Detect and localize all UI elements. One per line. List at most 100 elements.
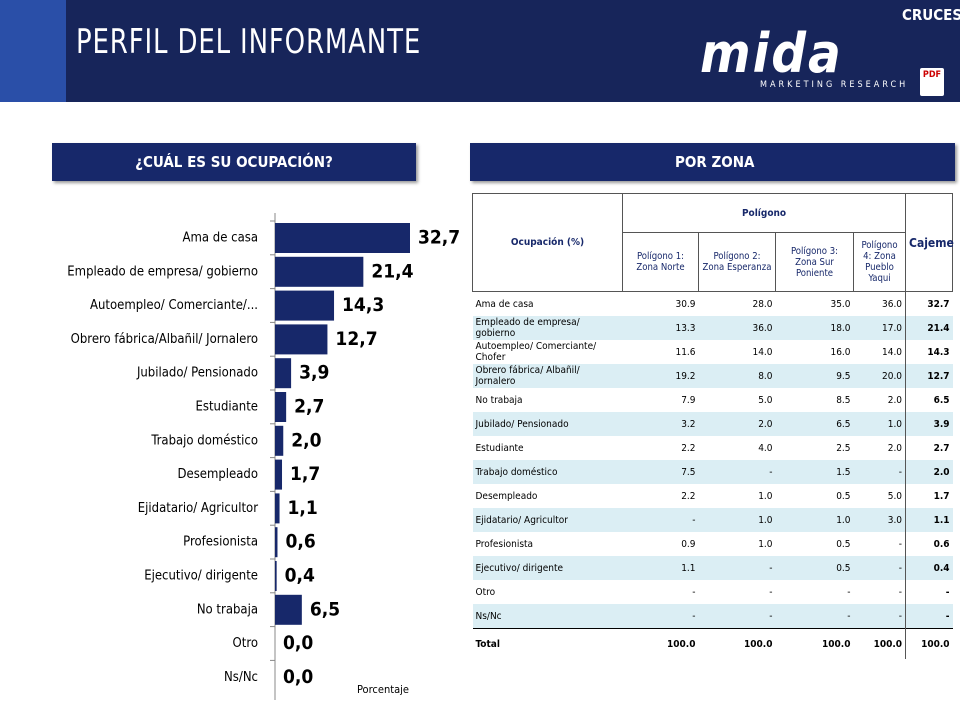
category-label: Autoempleo/ Comerciante/...: [90, 298, 258, 313]
nav-link[interactable]: CRUCES: [902, 6, 960, 24]
table-cell: Ejecutivo/ dirigente: [472, 556, 623, 580]
table-cell: Autoempleo/ Comerciante/ Chofer: [475, 341, 597, 363]
table-row: Desempleado 2.2 1.0 0.5 5.0 1.7: [473, 484, 953, 508]
table-cell: 2.0: [698, 412, 776, 436]
value-label: 12,7: [335, 328, 377, 350]
header: PERFIL DEL INFORMANTE mida MARKETING RES…: [0, 0, 960, 102]
table-row: Empleado de empresa/ gobierno 13.3 36.0 18.…: [472, 316, 953, 340]
header-cell: Polígono 3: Zona Sur Poniente: [775, 232, 854, 292]
header-cell: Polígono 1: Zona Norte: [622, 232, 699, 292]
table-row: Ejidatario/ Agricultor -1.0 1.0 3.0 1.1: [472, 508, 953, 532]
table-cell: -: [692, 586, 696, 598]
table-cell: 35.0: [830, 298, 851, 310]
table-cell: 100.0: [905, 628, 953, 659]
table-cell: 7.5: [622, 460, 699, 484]
value-label: 14,3: [342, 294, 384, 316]
table-cell: No trabaja: [475, 394, 523, 406]
table-cell: -: [905, 604, 953, 629]
table-cell: 28.0: [752, 298, 773, 310]
bar: [275, 358, 292, 389]
value-label: 0,4: [285, 565, 315, 587]
header-row: Ocupación (%) Polígono Cajeme: [472, 193, 954, 292]
chart: Porcentaje Ama de casa 32,7 Empleado de em…: [67, 213, 460, 700]
table-cell: 1.0: [758, 490, 773, 502]
table-cell: 20.0: [853, 364, 906, 388]
table-row: Ejecutivo/ dirigente 1.1-0.5-0.4: [472, 556, 953, 580]
table-cell: 5.0: [758, 394, 773, 406]
table-cell: -: [905, 580, 953, 604]
header-row: Polígono 1: Zona Norte Polígono 2: Zona E…: [473, 232, 953, 292]
table-cell: 3.2: [622, 412, 699, 436]
value-label: 32,7: [418, 227, 460, 249]
table-row: No trabaja 7.9 5.0 8.5 2.0 6.5: [473, 388, 953, 412]
page-title: PERFIL DEL INFORMANTE: [76, 22, 422, 62]
header-cell: Polígono 2: Zona Esperanza: [698, 232, 776, 292]
category-label: Desempleado: [177, 467, 258, 482]
value-label: 1,1: [288, 497, 318, 519]
table-cell: 6.5: [905, 388, 953, 412]
table-cell: -: [853, 556, 906, 580]
table-cell: 7.9: [681, 394, 696, 406]
category-label: Obrero fábrica/Albañil/ Jornalero: [71, 332, 258, 347]
table-cell: 8.0: [698, 364, 776, 388]
table-cell: -: [698, 604, 776, 629]
value-label: 6,5: [310, 598, 340, 620]
panel-title: ¿CUÁL ES SU OCUPACIÓN?: [52, 143, 416, 181]
category-label: Trabajo doméstico: [150, 433, 258, 448]
table-cell: 1.0: [853, 412, 906, 436]
table-cell: Estudiante: [475, 442, 524, 454]
table-cell: 1.0: [775, 508, 854, 532]
table-cell: 0.6: [905, 532, 953, 556]
category-label: Ejidatario/ Agricultor: [138, 501, 258, 516]
category-label: Ama de casa: [183, 231, 258, 246]
table-cell: 1.0: [698, 508, 776, 532]
table-cell: 30.9: [675, 298, 696, 310]
table-cell: Ama de casa: [475, 298, 534, 310]
table-cell: 1.1: [905, 508, 953, 532]
value-label: 21,4: [371, 260, 413, 282]
table-cell: 0.5: [836, 538, 851, 550]
bar: [275, 290, 335, 321]
table-cell: 2.0: [887, 394, 903, 406]
category-label: Otro: [233, 636, 258, 651]
table-row: Total 100.0 100.0 100.0 100.0 100.0: [472, 628, 953, 659]
table-cell: 8.5: [836, 394, 851, 406]
table-cell: -: [698, 460, 776, 484]
table-row: Profesionista 0.9 1.0 0.5 -0.6: [473, 532, 953, 556]
table-cell: Obrero fábrica/ Albañil/ Jornalero: [472, 364, 623, 388]
value-label: 2,0: [291, 429, 321, 451]
table-cell: Ejidatario/ Agricultor: [472, 508, 623, 532]
category-label: Ns/Nc: [224, 670, 258, 685]
table-row: Autoempleo/ Comerciante/ Chofer 11.6 14.0 1…: [473, 340, 953, 364]
category-label: Empleado de empresa/ gobierno: [67, 264, 258, 279]
table-cell: 1.5: [775, 460, 854, 484]
table-cell: 16.0: [830, 346, 851, 358]
bar: [275, 493, 280, 524]
value-label: 0,6: [285, 531, 315, 553]
table-cell: 14.0: [882, 346, 903, 358]
table-cell: 2.0: [887, 442, 903, 454]
logo: mida: [700, 22, 843, 85]
header-cell: Cajeme: [905, 193, 954, 292]
table-cell: 5.0: [887, 490, 903, 502]
table-cell: 0.5: [775, 556, 854, 580]
table-cell: -: [622, 508, 699, 532]
table-cell: 4.0: [758, 442, 773, 454]
table-cell: 18.0: [775, 316, 854, 340]
bar: [275, 425, 284, 456]
table-row: Otro - - - - -: [473, 580, 953, 604]
table-cell: 2.0: [905, 460, 953, 484]
table-cell: Profesionista: [475, 538, 534, 550]
header-strip: [0, 0, 66, 102]
table-cell: 2.5: [836, 442, 851, 454]
panel-title-text: POR ZONA: [675, 153, 755, 171]
table-row: Ama de casa 30.9 28.0 35.0 36.0 32.7: [473, 291, 953, 316]
table-cell: 3.9: [905, 412, 953, 436]
value-label: 1,7: [290, 463, 320, 485]
bar: [275, 256, 364, 287]
pdf-icon[interactable]: PDF: [920, 68, 944, 96]
table-cell: Otro: [475, 586, 496, 598]
table-cell: 1.1: [622, 556, 699, 580]
table-row: Trabajo doméstico 7.5-1.5-2.0: [472, 460, 953, 484]
category-label: No trabaja: [197, 602, 258, 617]
